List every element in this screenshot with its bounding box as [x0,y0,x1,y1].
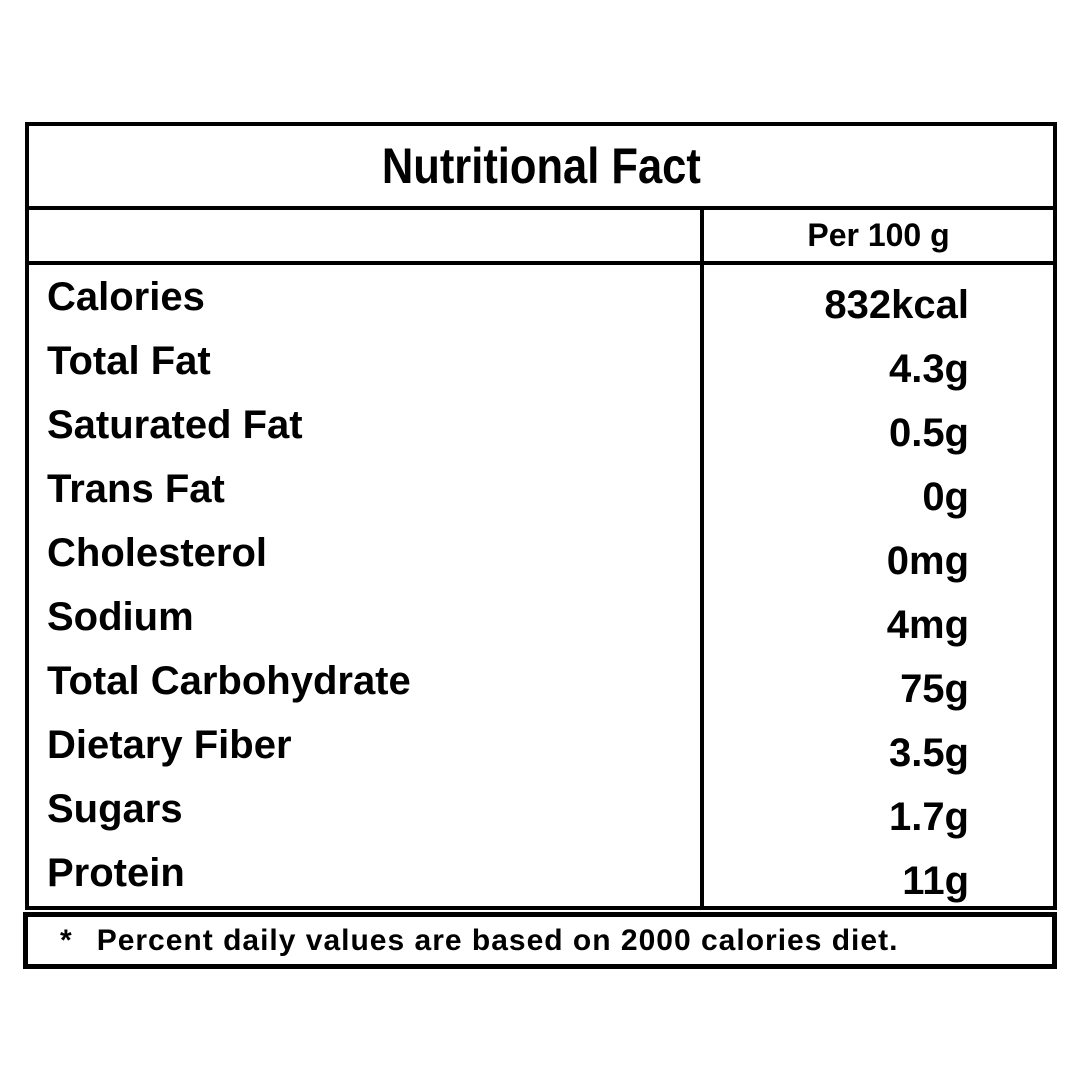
column-header-row: Per 100 g [29,210,1053,265]
nutrient-value: 1.7g [700,777,1053,842]
nutrient-value-text: 832kcal [824,282,969,327]
nutrient-label: Saturated Fat [47,402,303,447]
nutrient-value-text: 75g [900,667,969,712]
nutrient-value: 0mg [700,521,1053,586]
nutrient-value: 0g [700,457,1053,522]
nutrient-rows: Calories 832kcal Total Fat 4.3g Saturate… [29,265,1053,906]
footnote-asterisk: * [60,923,73,957]
footnote-box: * Percent daily values are based on 2000… [23,912,1057,969]
nutrient-label: Cholesterol [47,530,268,575]
nutrient-value: 3.5g [700,713,1053,778]
nutrient-label: Dietary Fiber [47,723,292,768]
nutrition-facts-table: Nutritional Fact Per 100 g Calories 832k… [25,122,1057,910]
nutrient-value: 0.5g [700,393,1053,458]
column-header-per-100g: Per 100 g [700,210,1053,261]
nutrient-value: 75g [700,649,1053,714]
nutrient-value: 11g [700,841,1053,906]
nutrient-value: 4mg [700,585,1053,650]
nutrient-value-text: 4.3g [888,346,969,391]
nutrient-value-text: 4mg [886,603,969,648]
nutrient-value-text: 0mg [886,538,969,583]
nutrient-value: 4.3g [700,329,1053,394]
nutrient-value-text: 11g [902,859,969,904]
header-empty-cell [29,210,700,261]
nutrient-label: Trans Fat [47,466,225,511]
nutrient-value-text: 0.5g [888,410,969,455]
nutrient-value-text: 1.7g [888,795,969,840]
nutrient-label: Calories [47,274,205,319]
footnote-text: Percent daily values are based on 2000 c… [96,923,899,957]
title-row: Nutritional Fact [29,126,1053,210]
nutrient-label: Total Fat [47,338,211,383]
nutrient-label: Sodium [47,595,194,640]
nutrient-label: Total Carbohydrate [47,659,411,704]
nutrient-value-text: 0g [922,474,969,519]
nutrient-value-text: 3.5g [888,731,969,776]
table-title: Nutritional Fact [381,138,701,194]
nutrient-label: Protein [47,851,185,896]
nutrient-value: 832kcal [700,265,1053,330]
nutrient-label: Sugars [47,787,183,832]
